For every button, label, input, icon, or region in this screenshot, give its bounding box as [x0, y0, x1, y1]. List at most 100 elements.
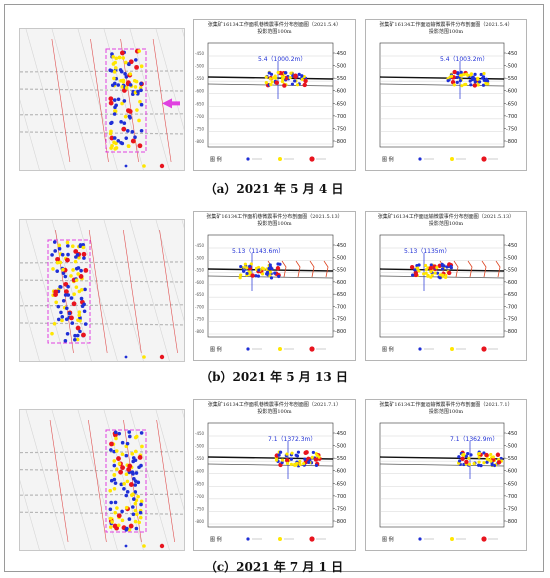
event-dot — [77, 313, 82, 318]
event-dot — [265, 270, 270, 274]
event-dot — [137, 520, 142, 525]
event-dot — [130, 493, 134, 497]
event-dot — [112, 136, 117, 140]
event-dot — [276, 70, 280, 75]
event-dot — [239, 264, 243, 269]
tick-label-right: -650 — [335, 481, 346, 487]
event-dot — [76, 266, 81, 270]
legend-title: 图 例 — [382, 156, 394, 163]
tick-label-right: -700 — [335, 494, 346, 500]
legend-swatch — [278, 537, 282, 541]
tick-label-right: -800 — [335, 139, 346, 145]
event-dot — [423, 263, 428, 268]
tick-label-right: -700 — [335, 114, 346, 120]
event-dot — [124, 86, 129, 90]
tick-label-right: -700 — [506, 114, 517, 120]
tick-label-right: -650 — [335, 292, 346, 298]
event-dot — [113, 500, 118, 505]
event-dot — [466, 452, 470, 456]
event-dot — [114, 146, 119, 150]
grid-line — [20, 99, 40, 170]
section-panel-a-left: 张集矿16134工作面机巷微震事件分布剖面图（2021.5.4） 投影范围100… — [193, 19, 356, 171]
event-dot — [490, 463, 494, 467]
event-dot — [120, 465, 125, 471]
event-dot — [77, 255, 81, 260]
event-dot — [257, 268, 261, 272]
event-dot — [78, 319, 82, 323]
event-dot — [435, 265, 439, 270]
event-dot — [297, 72, 301, 76]
event-dot — [108, 507, 113, 512]
legend-title: 图 例 — [210, 346, 222, 353]
event-dot — [499, 456, 503, 461]
event-dot — [117, 431, 122, 436]
tick-label-left: -750 — [195, 126, 205, 131]
event-dot — [132, 497, 136, 501]
event-dot — [128, 59, 134, 65]
event-dot — [139, 128, 144, 133]
legend-swatch — [309, 346, 315, 352]
tick-label-right: -800 — [506, 519, 517, 525]
legend-title: 图 例 — [210, 536, 222, 543]
event-dot — [304, 450, 309, 455]
tick-label-right: -600 — [335, 280, 346, 286]
event-dot — [440, 267, 445, 271]
event-dot — [60, 318, 64, 323]
panel-subtitle: 投影范围100m — [428, 221, 464, 227]
event-dot — [300, 74, 304, 78]
tick-label-left: -600 — [195, 469, 205, 474]
event-dot — [464, 454, 468, 458]
event-dot — [116, 97, 121, 102]
event-dot — [139, 463, 143, 468]
grid-line — [51, 410, 92, 550]
event-dot — [248, 264, 252, 268]
event-dot — [489, 452, 493, 457]
event-dot — [276, 262, 280, 266]
legend-swatch — [309, 536, 315, 542]
event-dot — [133, 435, 138, 440]
grid-line — [25, 410, 66, 550]
fault-line — [467, 260, 473, 278]
event-dot — [55, 269, 60, 273]
event-dot — [109, 448, 113, 452]
legend-swatch — [418, 347, 422, 351]
event-dot — [268, 77, 272, 81]
legend-swatch — [142, 355, 146, 359]
event-dot — [112, 459, 117, 463]
tick-label-left: -500 — [195, 255, 205, 260]
event-dot — [283, 71, 288, 75]
event-dot — [277, 274, 281, 279]
event-dot — [482, 461, 486, 465]
tick-label-right: -500 — [335, 255, 346, 261]
event-dot — [280, 79, 285, 84]
event-dot — [293, 79, 297, 83]
event-dot — [429, 275, 433, 279]
advance-arrow — [162, 98, 180, 109]
grid-line — [129, 410, 170, 550]
event-dot — [128, 482, 134, 487]
event-dot — [467, 462, 472, 466]
event-dot — [139, 88, 143, 93]
section-panel-a-right: 张集矿16134工作面运输微震事件分布剖面图（2021.5.4） 投影范围100… — [365, 19, 527, 171]
event-dot — [81, 243, 85, 247]
plot-frame — [207, 422, 334, 528]
seam-line — [379, 463, 505, 467]
event-dot — [66, 293, 71, 297]
grid-line — [155, 410, 184, 511]
legend-swatch — [142, 544, 146, 548]
event-dot — [114, 103, 118, 108]
seam-line — [207, 268, 334, 272]
panel-subtitle: 投影范围100m — [257, 409, 292, 415]
event-dot — [108, 525, 113, 529]
event-dot — [303, 457, 307, 461]
event-dot — [119, 140, 123, 145]
event-dot — [435, 271, 440, 275]
event-dot — [298, 462, 302, 467]
event-dot — [136, 89, 140, 94]
event-dot — [112, 473, 117, 477]
roadway-line — [20, 113, 184, 116]
panel-title: 张集矿16134工作面机巷微震事件分布剖面图（2021.7.1） — [207, 402, 342, 408]
event-dot — [124, 444, 129, 449]
event-dot — [256, 274, 261, 278]
event-dot — [133, 449, 138, 454]
